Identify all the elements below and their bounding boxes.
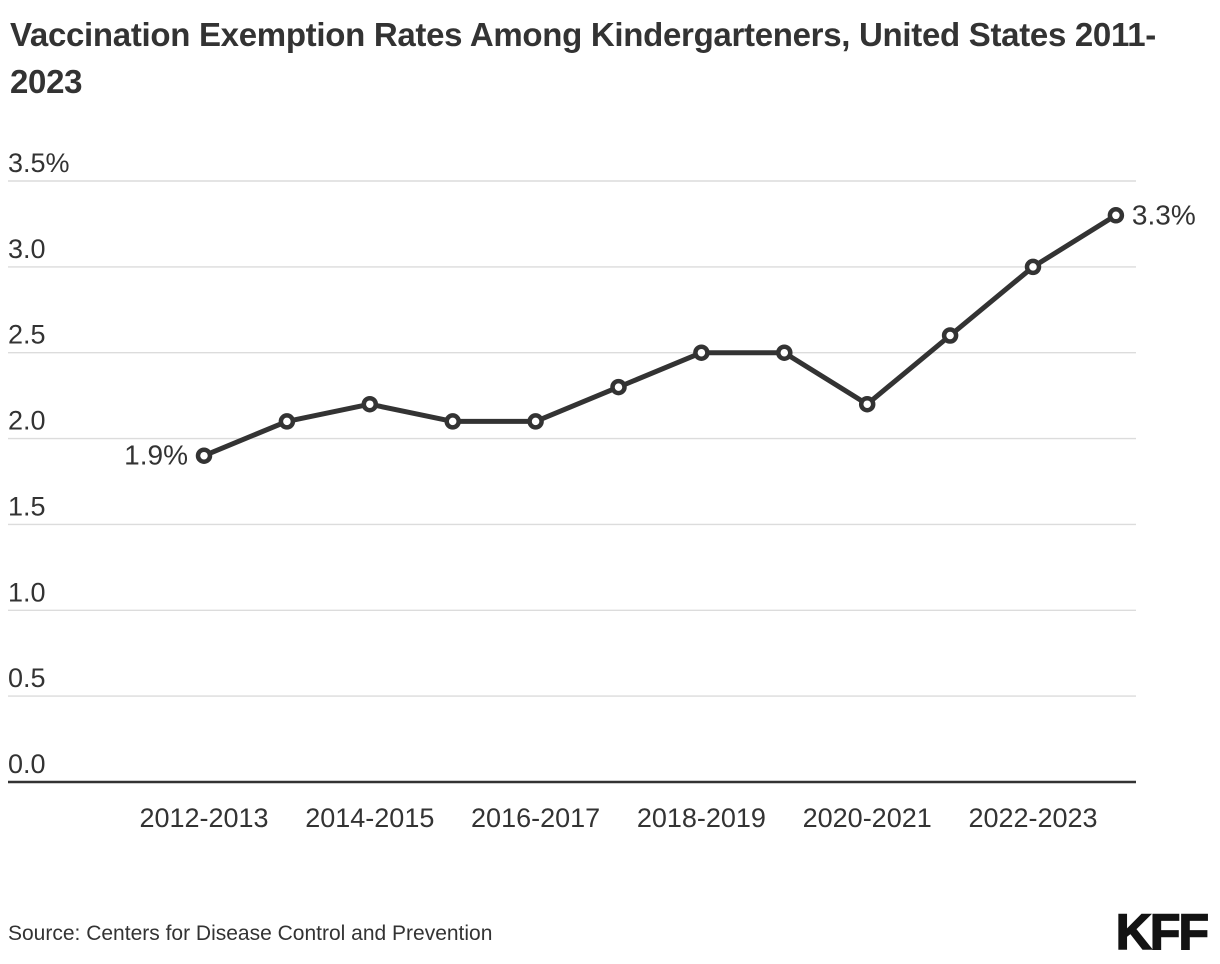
data-point-marker <box>1107 207 1125 224</box>
y-tick-label: 1.5 <box>8 491 46 521</box>
source-note: Source: Centers for Disease Control and … <box>8 922 493 945</box>
y-tick-label: 0.5 <box>8 663 46 693</box>
data-point-marker <box>278 413 296 430</box>
x-tick-label: 2016-2017 <box>471 803 600 833</box>
data-point-marker <box>444 413 461 430</box>
point-annotation: 1.9% <box>124 440 188 471</box>
chart-title: Vaccination Exemption Rates Among Kinder… <box>10 16 1156 100</box>
y-tick-label: 0.0 <box>8 749 46 779</box>
point-annotation: 3.3% <box>1132 199 1196 230</box>
y-tick-label: 3.0 <box>8 234 46 264</box>
data-point-marker <box>195 447 213 464</box>
data-point-marker <box>527 413 544 430</box>
x-tick-label: 2014-2015 <box>305 803 434 833</box>
trend-line <box>201 212 1119 459</box>
y-tick-label: 1.0 <box>8 577 46 607</box>
x-tick-label: 2020-2021 <box>803 803 932 833</box>
y-tick-label: 2.0 <box>8 406 46 436</box>
x-tick-label: 2018-2019 <box>637 803 766 833</box>
data-point-marker <box>858 395 876 413</box>
x-tick-label: 2012-2013 <box>139 803 268 833</box>
data-point-marker <box>776 344 793 361</box>
kff-logo: KFF <box>1115 903 1210 961</box>
data-point-marker <box>693 344 710 361</box>
data-point-marker <box>610 378 627 396</box>
data-point-marker <box>361 395 379 413</box>
data-point-marker <box>1024 258 1042 276</box>
y-tick-label: 3.5% <box>8 148 70 178</box>
x-tick-label: 2022-2023 <box>968 803 1097 833</box>
y-tick-label: 2.5 <box>8 320 46 350</box>
data-point-marker <box>941 327 959 344</box>
